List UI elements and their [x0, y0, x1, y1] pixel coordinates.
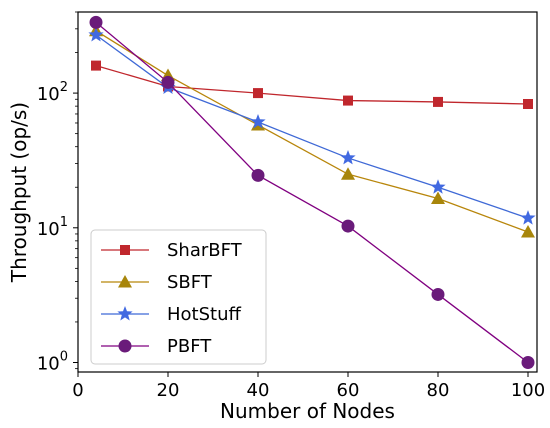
legend-item: HotStuff — [101, 304, 241, 325]
data-point — [520, 210, 536, 225]
legend: SharBFT SBFT HotStuff PBFT — [90, 229, 267, 365]
data-point — [343, 95, 353, 106]
data-point — [341, 167, 355, 180]
legend-item: PBFT — [101, 336, 212, 357]
data-point — [433, 96, 443, 107]
legend-marker — [117, 306, 133, 321]
data-point — [521, 225, 535, 238]
data-point — [91, 60, 101, 71]
x-tick-label: 20 — [157, 380, 180, 401]
x-tick-label: 40 — [247, 380, 270, 401]
x-tick-label: 0 — [72, 380, 83, 401]
plot-layer — [88, 15, 536, 369]
legend-label: SBFT — [167, 272, 213, 293]
y-axis-label: Throughput (op/s) — [7, 102, 31, 283]
y-tick-exponent: 2 — [60, 80, 68, 95]
data-point — [431, 191, 445, 204]
legend-label: PBFT — [167, 336, 212, 357]
x-tick-label: 60 — [337, 380, 360, 401]
y-tick-exponent: 0 — [60, 349, 68, 364]
data-point — [523, 98, 533, 109]
y-tick-label: 100 — [37, 349, 68, 374]
data-point — [341, 219, 355, 233]
y-tick-base: 10 — [37, 219, 60, 240]
y-tick-base: 10 — [37, 84, 60, 105]
y-tick-label: 102 — [37, 80, 68, 105]
y-tick-label: 101 — [37, 215, 68, 240]
data-point — [89, 15, 103, 29]
legend-item: SharBFT — [101, 240, 243, 261]
x-axis-label: Number of Nodes — [220, 399, 395, 423]
series-line — [95, 64, 529, 105]
legend-box — [90, 229, 267, 365]
series-line — [95, 30, 529, 233]
x-tick-label: 100 — [511, 380, 545, 401]
data-point — [521, 355, 535, 369]
y-tick-base: 10 — [37, 353, 60, 374]
series-line — [95, 21, 529, 364]
data-point — [250, 114, 266, 129]
legend-marker — [118, 275, 132, 288]
y-tick-exponent: 1 — [60, 215, 68, 230]
data-point — [253, 88, 263, 99]
plot-frame — [77, 11, 538, 373]
data-point — [431, 287, 445, 301]
legend-marker — [120, 245, 130, 255]
legend-label: SharBFT — [167, 240, 243, 261]
legend-marker — [118, 339, 132, 353]
x-tick-label: 80 — [427, 380, 450, 401]
data-point — [251, 168, 265, 182]
legend-item: SBFT — [101, 272, 213, 293]
data-point — [88, 26, 104, 42]
data-point — [430, 179, 446, 194]
series-pbft — [89, 15, 535, 369]
data-point — [161, 75, 175, 89]
legend-label: HotStuff — [167, 304, 241, 325]
data-point — [340, 149, 356, 165]
series-line — [95, 34, 529, 219]
